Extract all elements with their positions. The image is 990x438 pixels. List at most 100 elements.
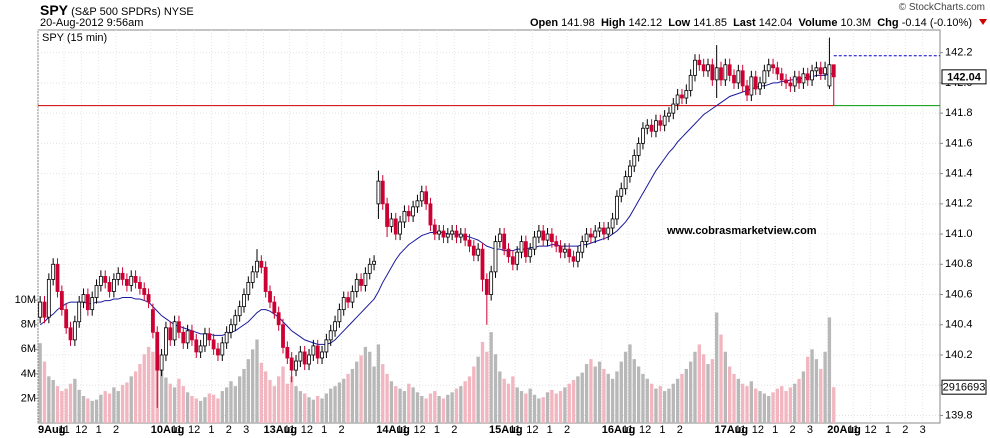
candle-body <box>311 345 316 356</box>
volume-bar <box>528 388 532 423</box>
volume-bar <box>645 378 649 423</box>
volume-bar <box>250 349 255 423</box>
candle-body <box>207 333 212 341</box>
candle-body <box>372 260 376 265</box>
volume-bar <box>190 395 194 423</box>
candle-body <box>320 351 324 359</box>
volume-bar <box>741 383 745 423</box>
volume-bar <box>662 391 667 423</box>
candle-body <box>337 309 342 323</box>
candle-body <box>810 70 814 81</box>
quote-value: 142.12 <box>628 17 663 29</box>
candle-body <box>38 301 43 318</box>
candle-body <box>246 282 251 295</box>
volume-bar <box>715 312 719 423</box>
candle-body <box>610 218 615 229</box>
volume-bar <box>554 393 558 423</box>
volume-bar <box>745 386 749 423</box>
volume-bar <box>467 376 472 423</box>
volume-bar <box>493 354 498 423</box>
x-tick-label: 1 <box>208 424 214 436</box>
volume-bar <box>463 381 467 423</box>
x-tick-label: 12 <box>752 424 764 436</box>
y-tick-label: 140.8 <box>945 258 973 270</box>
volume-bar <box>615 371 619 423</box>
volume-bar <box>259 362 263 423</box>
change-arrow <box>979 19 987 25</box>
candle-body <box>46 279 51 318</box>
candle-body <box>736 70 741 84</box>
volume-bar <box>567 383 571 423</box>
candle-body <box>120 272 125 280</box>
volume-bar <box>788 387 793 423</box>
volume-bar <box>450 392 454 423</box>
candle-body <box>536 230 541 238</box>
volume-bar <box>368 351 372 423</box>
y-tick-label: 141.4 <box>945 168 973 180</box>
candle-body <box>506 248 511 258</box>
candle-body <box>597 227 602 232</box>
candle-body <box>467 239 472 247</box>
volume-bar <box>511 376 515 423</box>
volume-bar <box>363 346 368 423</box>
volume-bar <box>437 395 441 423</box>
candle-body <box>367 263 372 274</box>
last-price-label: 142.04 <box>947 71 982 83</box>
candle-body <box>471 245 476 256</box>
volume-bar <box>99 394 103 423</box>
quote-label: Volume <box>798 17 838 29</box>
candle-body <box>719 67 723 81</box>
x-tick-label: 2 <box>564 424 570 436</box>
volume-bar <box>346 373 350 423</box>
candle-body <box>354 279 359 292</box>
candle-body <box>194 339 199 353</box>
x-tick-label: 12 <box>301 424 313 436</box>
candle-body <box>831 64 836 78</box>
volume-bar <box>207 393 211 423</box>
x-tick-label: 1 <box>96 424 102 436</box>
candle-body <box>389 218 394 227</box>
candle-body <box>645 124 650 129</box>
x-tick-label: 12 <box>188 424 200 436</box>
candle-body <box>233 315 238 326</box>
volume-bar <box>246 359 250 423</box>
y-tick-label: 139.8 <box>945 409 973 421</box>
volume-bar <box>619 361 623 423</box>
volume-bar <box>86 398 90 423</box>
volume-bar <box>103 391 107 423</box>
candle-body <box>523 241 528 258</box>
x-tick-label: 1 <box>885 424 891 436</box>
volume-bar <box>728 366 732 423</box>
candle-body <box>792 76 797 87</box>
candle-body <box>489 271 494 295</box>
candle-body <box>328 330 333 341</box>
candle-body <box>55 263 60 292</box>
volume-bar <box>623 351 628 423</box>
y-tick-label: 142.2 <box>945 47 973 59</box>
volume-bar <box>277 376 281 423</box>
candle-body <box>107 282 112 292</box>
candle-body <box>458 233 463 238</box>
volume-bar <box>294 386 298 423</box>
candle-body <box>714 67 719 81</box>
volume-bar <box>780 386 784 423</box>
candle-body <box>775 67 780 75</box>
candle-body <box>580 241 585 253</box>
candle-body <box>315 345 320 359</box>
volume-bar <box>441 398 446 423</box>
volume-bar <box>60 391 64 423</box>
candle-body <box>701 64 706 72</box>
volume-bar <box>398 388 402 423</box>
candle-body <box>641 127 645 144</box>
candle-body <box>302 351 307 365</box>
candle-body <box>68 327 73 341</box>
candle-body <box>350 291 355 303</box>
volume-bar <box>68 383 73 423</box>
volume-bar <box>446 394 450 423</box>
candle-body <box>190 330 194 341</box>
candle-body <box>133 275 138 283</box>
candle-body <box>723 64 728 81</box>
quote-label: Open <box>529 17 559 29</box>
volume-bar <box>636 366 641 423</box>
